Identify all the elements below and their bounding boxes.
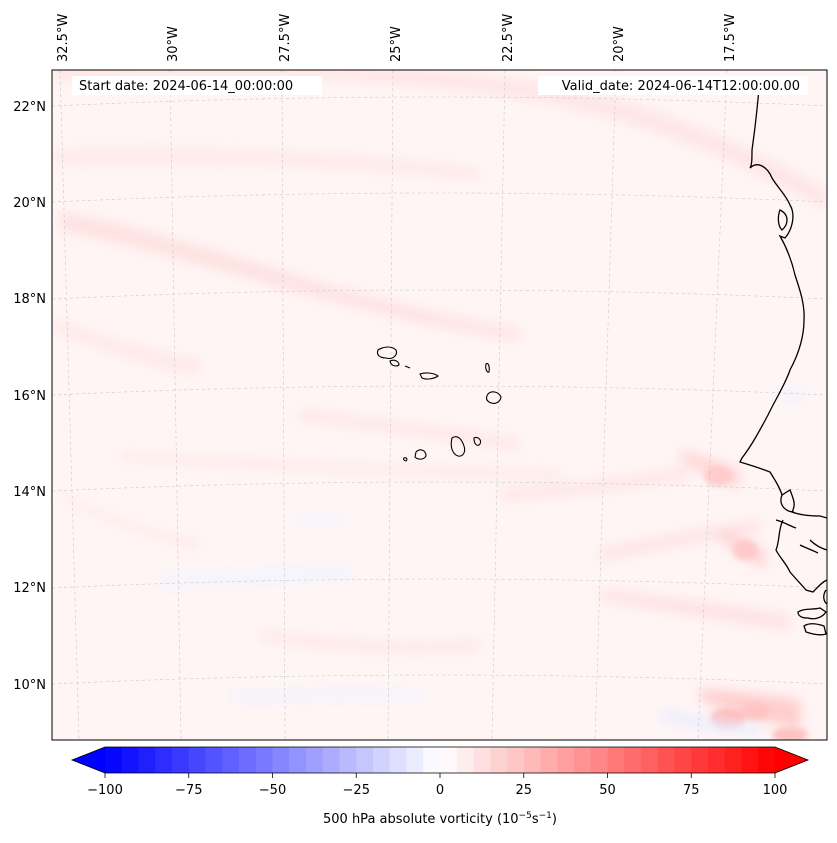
lat-label-4: 16°N (13, 389, 46, 404)
colorbar-cell (121, 747, 139, 773)
colorbar-cell (339, 747, 357, 773)
lat-label-2: 20°N (13, 196, 46, 211)
colorbar-cell (724, 747, 742, 773)
colorbar-cell (406, 747, 424, 773)
meridian-line (169, 70, 182, 740)
colorbar-cell (423, 747, 441, 773)
colorbar-cell (691, 747, 709, 773)
colorbar-cell (574, 747, 592, 773)
colorbar-cell (473, 747, 491, 773)
lon-label-6: 20°W (612, 26, 627, 62)
colorbar-tick-label: −25 (343, 783, 370, 798)
colorbar-tick-label: −75 (175, 783, 202, 798)
colorbar-cell (172, 747, 190, 773)
colorbar-cell (607, 747, 625, 773)
colorbar-cell (272, 747, 290, 773)
graticule (52, 70, 827, 740)
colorbar-tick-label: −50 (259, 783, 286, 798)
colorbar-tick-label: 75 (683, 783, 700, 798)
map-frame (51, 69, 828, 741)
colorbar-tick-label: 0 (436, 783, 444, 798)
lat-label-1: 22°N (13, 100, 46, 115)
colorbar-cell (507, 747, 525, 773)
vorticity-field (52, 70, 827, 740)
colorbar-cell (138, 747, 156, 773)
start-date-label: Start date: 2024-06-14_00:00:00 (79, 79, 293, 94)
valid-date-label: Valid_date: 2024-06-14T12:00:00.00 (562, 79, 800, 94)
lon-label-2: 30°W (166, 26, 181, 62)
valid-date-box (538, 76, 808, 95)
colorbar-tick-label: 25 (515, 783, 532, 798)
lon-label-7: 17.5°W (723, 14, 738, 62)
colorbar-cell (105, 747, 123, 773)
colorbar-cell (708, 747, 726, 773)
colorbar-cell (205, 747, 223, 773)
colorbar-cell (188, 747, 206, 773)
lon-label-1: 32.5°W (56, 14, 71, 62)
colorbar-cell (255, 747, 273, 773)
lon-label-4: 25°W (389, 26, 404, 62)
lat-label-6: 12°N (13, 581, 46, 596)
colorbar-cell (657, 747, 675, 773)
cape-verde-islands (376, 346, 502, 462)
lon-label-5: 22.5°W (501, 14, 516, 62)
colorbar-cells (105, 747, 776, 773)
colorbar-cell (239, 747, 257, 773)
colorbar-cell (356, 747, 374, 773)
coastline (739, 77, 827, 636)
colorbar: −100 −75 −50 −25 0 25 50 75 100 500 hPa … (70, 746, 810, 827)
meridian-line (697, 70, 728, 740)
meridian-line (59, 70, 80, 740)
colorbar-cell (222, 747, 240, 773)
meridian-line (594, 70, 617, 740)
colorbar-cell (373, 747, 391, 773)
lat-label-5: 14°N (13, 485, 46, 500)
colorbar-ticks (104, 773, 776, 778)
parallel-line (52, 192, 827, 203)
parallel-line (52, 578, 827, 589)
parallel-line (52, 674, 827, 685)
colorbar-cell (540, 747, 558, 773)
colorbar-cell (306, 747, 324, 773)
colorbar-cell (674, 747, 692, 773)
colorbar-cell (440, 747, 458, 773)
colorbar-title: 500 hPa absolute vorticity (10−5s−1) (323, 811, 557, 827)
colorbar-cell (289, 747, 307, 773)
colorbar-cell (490, 747, 508, 773)
colorbar-cell (155, 747, 173, 773)
colorbar-cell (456, 747, 474, 773)
lon-label-3: 27.5°W (278, 14, 293, 62)
parallel-line (52, 385, 827, 396)
colorbar-cell (322, 747, 340, 773)
colorbar-cell (624, 747, 642, 773)
lat-label-7: 10°N (13, 678, 46, 693)
colorbar-cell (523, 747, 541, 773)
parallel-line (52, 481, 827, 492)
colorbar-max-extend (775, 747, 808, 773)
colorbar-cell (758, 747, 776, 773)
colorbar-tick-label: 50 (599, 783, 616, 798)
colorbar-cell (389, 747, 407, 773)
meridian-line (491, 70, 506, 740)
lat-label-3: 18°N (13, 292, 46, 307)
colorbar-cell (641, 747, 659, 773)
meridian-line (281, 70, 286, 740)
colorbar-cell (741, 747, 759, 773)
meridian-line (387, 70, 394, 740)
colorbar-tick-label: −100 (87, 783, 123, 798)
colorbar-cell (590, 747, 608, 773)
parallel-line (52, 96, 827, 107)
colorbar-min-extend (72, 747, 105, 773)
colorbar-tick-label: 100 (763, 783, 788, 798)
parallel-line (52, 289, 827, 300)
colorbar-cell (557, 747, 575, 773)
start-date-box (72, 76, 322, 95)
